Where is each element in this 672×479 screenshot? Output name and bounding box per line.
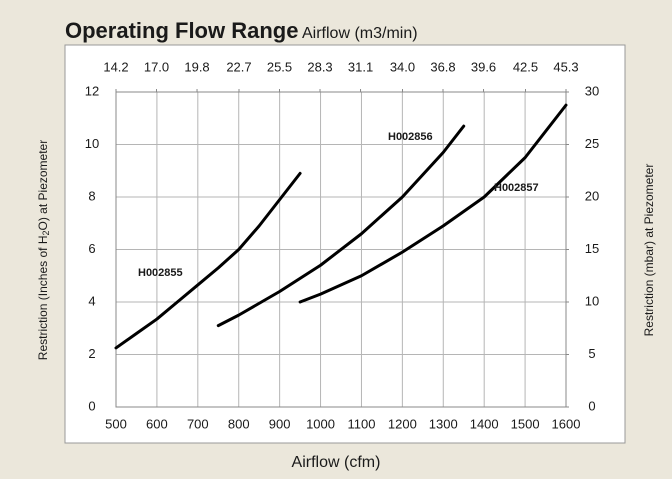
y2-tick-label: 25: [585, 136, 599, 151]
series-label: H002857: [494, 182, 539, 194]
x-tick-label: 500: [105, 416, 127, 431]
y-tick-label: 4: [88, 293, 95, 308]
x-tick-label: 600: [146, 416, 168, 431]
chart-subtitle: Airflow (m3/min): [302, 25, 418, 42]
x2-tick-label: 31.1: [348, 59, 373, 74]
y2-tick-label: 10: [585, 293, 599, 308]
x2-tick-label: 34.0: [390, 59, 415, 74]
y-axis-title-sub: 2: [41, 230, 51, 235]
y-tick-label: 10: [85, 136, 99, 151]
y2-tick-label: 15: [585, 241, 599, 256]
x2-tick-label: 22.7: [226, 59, 251, 74]
y-axis-title-part: O) at Piezometer: [36, 140, 50, 231]
y-tick-label: 2: [88, 346, 95, 361]
x-tick-label: 1000: [306, 416, 335, 431]
x-tick-label: 1300: [429, 416, 458, 431]
x-tick-label: 1500: [511, 416, 540, 431]
series-line: [298, 103, 568, 304]
x2-tick-label: 42.5: [513, 59, 538, 74]
series-label: H002856: [388, 131, 433, 143]
y-axis-title: Restriction (Inches of H2O) at Piezomete…: [36, 140, 51, 360]
x2-tick-label: 19.8: [184, 59, 209, 74]
series-line: [216, 124, 466, 328]
x-tick-label: 900: [269, 416, 291, 431]
y2-tick-label: 5: [588, 346, 595, 361]
x2-tick-label: 45.3: [553, 59, 578, 74]
x2-tick-label: 36.8: [430, 59, 455, 74]
x2-tick-label: 14.2: [103, 59, 128, 74]
x2-tick-label: 28.3: [307, 59, 332, 74]
x-tick-label: 1100: [347, 416, 375, 431]
x2-tick-label: 25.5: [267, 59, 292, 74]
x-tick-label: 700: [187, 416, 209, 431]
y-tick-label: 8: [88, 188, 95, 203]
x-tick-label: 1600: [552, 416, 581, 431]
chart-title: Operating Flow Range: [65, 18, 298, 43]
x-tick-label: 1400: [470, 416, 499, 431]
y2-tick-label: 0: [588, 398, 595, 413]
y-axis-title-part: Restriction (Inches of H: [36, 236, 50, 361]
series-line: [114, 171, 302, 350]
y2-tick-label: 20: [585, 188, 599, 203]
y-tick-label: 0: [88, 398, 95, 413]
y2-axis-title: Restriction (mbar) at Piezometer: [642, 164, 656, 337]
series-label: H002855: [138, 267, 183, 279]
plot-frame: [115, 91, 567, 408]
y2-tick-label: 30: [585, 83, 599, 98]
x-axis-title: Airflow (cfm): [292, 454, 381, 471]
x-tick-label: 800: [228, 416, 250, 431]
plot-panel: [64, 44, 626, 444]
x2-tick-label: 17.0: [144, 59, 169, 74]
y-tick-label: 6: [88, 241, 95, 256]
x-tick-label: 1200: [388, 416, 417, 431]
x2-tick-label: 39.6: [471, 59, 496, 74]
y-tick-label: 12: [85, 83, 99, 98]
